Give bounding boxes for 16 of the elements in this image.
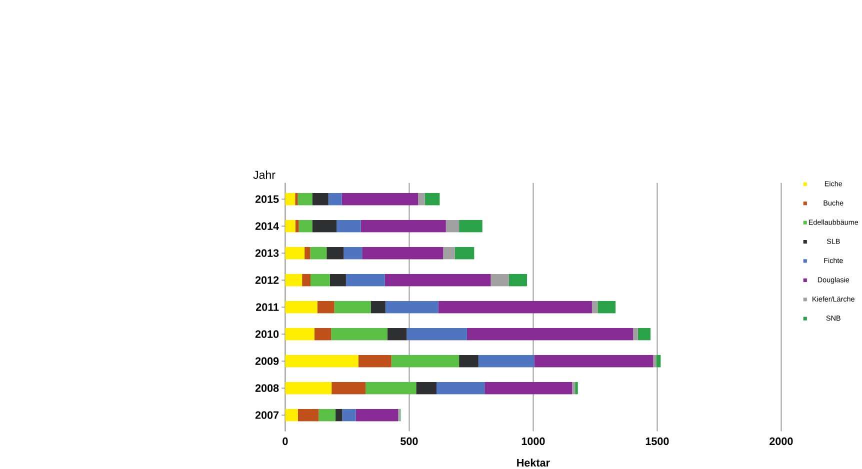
y-axis-title: Jahr [253,170,276,179]
x-tick-label: 2000 [770,437,793,446]
x-tick-label: 1000 [522,437,545,446]
y-tick-label: 2015 [255,195,279,203]
y-tick-label: 2010 [255,330,279,338]
x-axis-title: Hektar [517,458,550,467]
y-tick-label: 2011 [256,303,279,311]
x-tick-label: 1500 [646,437,669,446]
y-tick-label: 2012 [255,276,279,284]
x-tick-label: 0 [282,437,288,446]
x-tick-label: 500 [400,437,418,446]
y-tick-label: 2014 [255,222,279,230]
y-tick-label: 2013 [255,249,279,257]
y-tick-label: 2007 [255,411,279,419]
y-tick-label: 2009 [255,357,279,365]
y-tick-label: 2008 [255,384,279,392]
